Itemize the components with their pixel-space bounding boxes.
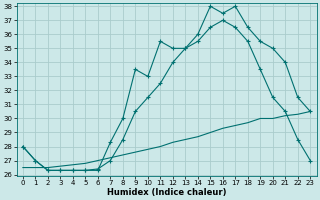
X-axis label: Humidex (Indice chaleur): Humidex (Indice chaleur) — [107, 188, 226, 197]
